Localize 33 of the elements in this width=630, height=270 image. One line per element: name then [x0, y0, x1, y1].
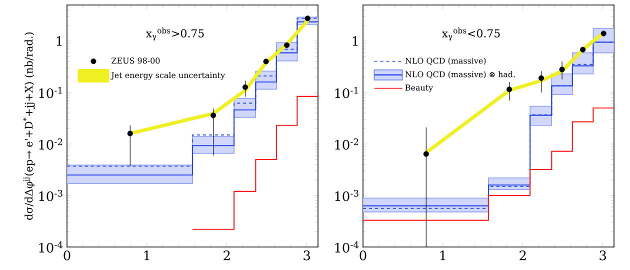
point — [423, 151, 429, 157]
point — [559, 66, 565, 72]
y-tick-label: 10$^{-3}$ — [335, 190, 358, 202]
x-tick-label: 3 — [304, 250, 310, 260]
x-tick-label: 2 — [520, 250, 526, 260]
x-tick-label: 0 — [360, 250, 366, 260]
y-tick-label: 1 — [56, 36, 62, 46]
y-tick-label: 1 — [352, 36, 358, 46]
point — [210, 112, 216, 118]
x-tick-label: 1 — [144, 250, 150, 260]
x-tick-label: 0 — [64, 250, 70, 260]
y-tick-label: 10$^{-4}$ — [335, 241, 359, 253]
annotation: x$_{γ}$$^{obs}$>0.75 — [146, 28, 204, 41]
point — [127, 130, 133, 136]
y-tick-label: 10$^{-1}$ — [39, 86, 62, 98]
point — [600, 30, 606, 36]
point — [506, 86, 512, 92]
y-tick-label: 10$^{-4}$ — [39, 241, 63, 253]
y-tick-label: 10$^{-3}$ — [39, 190, 62, 202]
y-axis-title: dσ/dΔφ$^{jj}$(ep→ e'+D$^{*}$+jj+X) (nb/rad.) — [23, 32, 35, 220]
point — [242, 84, 248, 90]
point — [538, 75, 544, 81]
x-tick-label: 2 — [224, 250, 230, 260]
x-tick-label: 1 — [440, 250, 446, 260]
x-tick-label: 3 — [600, 250, 606, 260]
y-tick-label: 10$^{-1}$ — [335, 86, 358, 98]
point — [580, 46, 586, 52]
y-tick-label: 10$^{-2}$ — [335, 138, 358, 150]
annotation: x$_{γ}$$^{obs}$<0.75 — [442, 28, 500, 41]
point — [304, 16, 310, 22]
point — [284, 42, 290, 48]
y-tick-label: 10$^{-2}$ — [39, 138, 62, 150]
point — [263, 58, 269, 64]
